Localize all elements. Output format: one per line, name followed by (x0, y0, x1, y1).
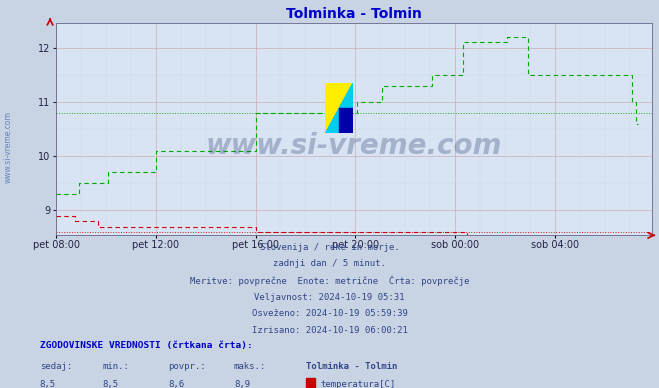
Text: www.si-vreme.com: www.si-vreme.com (3, 111, 13, 184)
Text: 8,5: 8,5 (102, 380, 118, 388)
Text: povpr.:: povpr.: (168, 362, 206, 371)
Text: 8,6: 8,6 (168, 380, 184, 388)
Text: Tolminka - Tolmin: Tolminka - Tolmin (306, 362, 398, 371)
Text: zadnji dan / 5 minut.: zadnji dan / 5 minut. (273, 259, 386, 268)
Text: 8,5: 8,5 (40, 380, 55, 388)
Polygon shape (326, 83, 353, 133)
Text: ZGODOVINSKE VREDNOSTI (črtkana črta):: ZGODOVINSKE VREDNOSTI (črtkana črta): (40, 341, 252, 350)
Text: temperatura[C]: temperatura[C] (320, 380, 395, 388)
Title: Tolminka - Tolmin: Tolminka - Tolmin (286, 7, 422, 21)
Text: Slovenija / reke in morje.: Slovenija / reke in morje. (260, 242, 399, 251)
Text: www.si-vreme.com: www.si-vreme.com (206, 132, 502, 160)
Text: Izrisano: 2024-10-19 06:00:21: Izrisano: 2024-10-19 06:00:21 (252, 326, 407, 335)
Text: 8,9: 8,9 (234, 380, 250, 388)
Text: Veljavnost: 2024-10-19 05:31: Veljavnost: 2024-10-19 05:31 (254, 293, 405, 301)
Text: sedaj:: sedaj: (40, 362, 72, 371)
Polygon shape (339, 108, 353, 133)
Text: Meritve: povprečne  Enote: metrične  Črta: povprečje: Meritve: povprečne Enote: metrične Črta:… (190, 276, 469, 286)
Text: min.:: min.: (102, 362, 129, 371)
Text: Osveženo: 2024-10-19 05:59:39: Osveženo: 2024-10-19 05:59:39 (252, 309, 407, 318)
Polygon shape (326, 83, 353, 133)
Text: maks.:: maks.: (234, 362, 266, 371)
